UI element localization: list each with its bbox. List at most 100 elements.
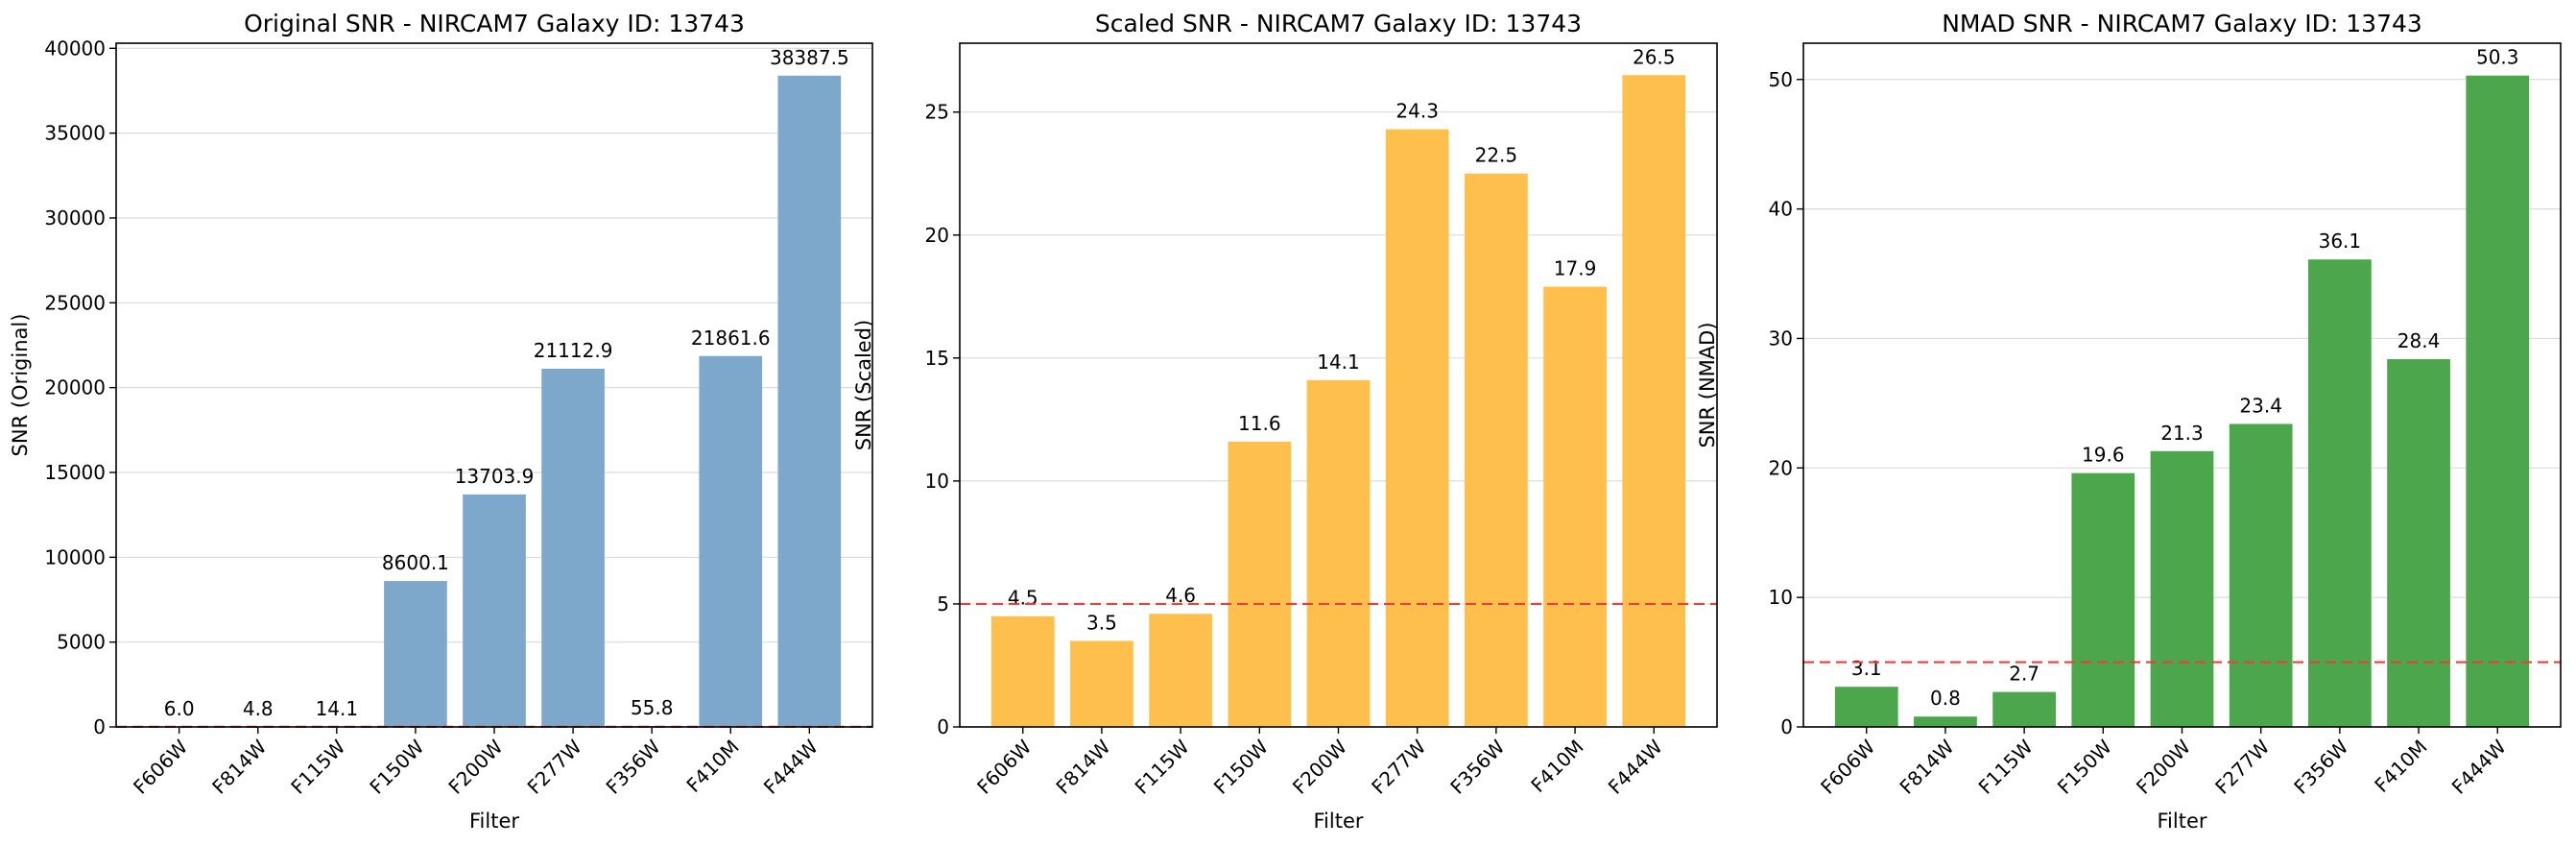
x-tick-label: F277W xyxy=(1367,735,1430,798)
bar-f444w xyxy=(2466,75,2530,728)
x-axis-label: Filter xyxy=(2157,810,2206,833)
x-tick-label: F115W xyxy=(1131,735,1194,798)
y-tick-label: 20 xyxy=(925,224,949,247)
bar-value-label: 3.5 xyxy=(1086,611,1117,634)
x-tick-label: F444W xyxy=(2447,735,2511,798)
bar-f410m xyxy=(699,355,763,727)
bar-value-label: 4.5 xyxy=(1008,587,1038,610)
bar-f277w xyxy=(541,368,605,727)
x-tick-label: F356W xyxy=(2289,735,2352,798)
bar-value-label: 4.8 xyxy=(243,697,274,720)
bar-value-label: 2.7 xyxy=(2009,663,2039,686)
bar-value-label: 13703.9 xyxy=(455,465,535,488)
bar-value-label: 21861.6 xyxy=(691,326,771,350)
chart-panel-2: 05101520254.5F606W3.5F814W4.6F115W11.6F1… xyxy=(852,10,1718,833)
bar-f814w xyxy=(1070,641,1133,727)
bar-f200w xyxy=(2150,450,2214,727)
bar-value-label: 50.3 xyxy=(2476,46,2519,69)
bar-value-label: 0.8 xyxy=(1930,687,1961,710)
x-tick-label: F410M xyxy=(681,736,743,797)
bar-value-label: 36.1 xyxy=(2319,230,2362,253)
x-tick-label: F200W xyxy=(1288,735,1351,798)
x-tick-label: F115W xyxy=(1974,735,2038,798)
y-axis-label: SNR (Original) xyxy=(9,314,32,457)
chart-panel-3: 0 10 20 30 40 50 3.1 F606W 0.8 F814W 2.7 F115W 19.6 F… xyxy=(1696,10,2562,833)
y-tick-label: 15 xyxy=(925,347,949,370)
x-tick-label: F200W xyxy=(2132,735,2195,798)
y-tick-label: 20 xyxy=(1769,456,1793,479)
plot-frame xyxy=(959,42,1718,728)
bar-value-label: 22.5 xyxy=(1475,144,1518,167)
bar-f356w xyxy=(1465,173,1528,727)
y-tick-label: 0 xyxy=(1780,715,1793,738)
y-tick-label: 10 xyxy=(925,470,949,493)
bar-value-label: 14.1 xyxy=(316,697,359,720)
plot-frame xyxy=(115,42,873,728)
x-tick-label: F115W xyxy=(286,735,349,798)
bar-f277w xyxy=(2229,423,2293,727)
y-tick-label: 50 xyxy=(1769,68,1793,91)
bar-f444w xyxy=(777,75,842,728)
bar-f277w xyxy=(1385,129,1449,728)
bar-f115w xyxy=(1992,691,2056,727)
y-tick-label: 0 xyxy=(937,715,949,738)
x-tick-label: F606W xyxy=(129,735,192,798)
y-tick-label: 5000 xyxy=(57,631,106,654)
y-tick-label: 15000 xyxy=(44,461,106,484)
bar-value-label: 6.0 xyxy=(164,697,195,720)
plot-frame xyxy=(1802,42,2562,728)
y-tick-label: 10 xyxy=(1769,586,1793,609)
x-tick-label: F277W xyxy=(523,735,586,798)
x-tick-label: F814W xyxy=(1051,735,1114,798)
chart-title: Original SNR - NIRCAM7 Galaxy ID: 13743 xyxy=(244,10,745,37)
bar-value-label: 3.1 xyxy=(1851,657,1882,680)
y-tick-label: 25 xyxy=(925,101,949,124)
bar-f150w xyxy=(2071,472,2135,727)
bar-value-label: 24.3 xyxy=(1395,100,1439,123)
x-tick-label: F444W xyxy=(1604,735,1667,798)
y-tick-label: 25000 xyxy=(44,291,106,314)
bar-value-label: 23.4 xyxy=(2239,394,2282,417)
y-tick-label: 35000 xyxy=(44,122,106,145)
y-tick-label: 30 xyxy=(1769,326,1793,350)
x-tick-label: F606W xyxy=(1816,735,1879,798)
bar-value-label: 38387.5 xyxy=(770,46,849,69)
bar-f606w xyxy=(1834,687,1898,727)
bar-f606w xyxy=(990,616,1055,727)
bar-f356w xyxy=(2308,259,2372,727)
y-tick-label: 0 xyxy=(93,715,106,738)
x-tick-label: F410M xyxy=(2370,736,2431,797)
x-tick-label: F277W xyxy=(2210,735,2274,798)
x-tick-label: F150W xyxy=(2053,735,2116,798)
y-axis-label: SNR (Scaled) xyxy=(852,320,875,451)
bar-value-label: 28.4 xyxy=(2397,329,2441,352)
bar-f410m xyxy=(1543,286,1607,727)
bar-value-label: 21112.9 xyxy=(534,339,613,362)
x-axis-label: Filter xyxy=(1313,810,1363,833)
bar-value-label: 11.6 xyxy=(1238,412,1281,435)
bar-value-label: 55.8 xyxy=(631,696,674,719)
bar-value-label: 19.6 xyxy=(2082,444,2125,467)
y-axis-label: SNR (NMAD) xyxy=(1696,322,1719,447)
x-tick-label: F410M xyxy=(1526,736,1587,797)
x-tick-label: F814W xyxy=(1895,735,1958,798)
bar-f200w xyxy=(1306,379,1371,727)
x-tick-label: F356W xyxy=(1445,735,1509,798)
bar-value-label: 26.5 xyxy=(1633,45,1676,68)
x-tick-label: F444W xyxy=(759,735,823,798)
bar-value-label: 14.1 xyxy=(1317,350,1360,374)
y-tick-label: 40000 xyxy=(44,36,106,60)
x-tick-label: F150W xyxy=(365,735,428,798)
bar-value-label: 8600.1 xyxy=(382,551,449,574)
x-tick-label: F356W xyxy=(602,735,665,798)
bar-f814w xyxy=(1914,716,1977,727)
bar-f200w xyxy=(463,494,526,727)
x-tick-label: F814W xyxy=(207,735,271,798)
x-tick-label: F200W xyxy=(443,735,507,798)
y-tick-label: 5 xyxy=(937,592,949,616)
bar-value-label: 17.9 xyxy=(1554,257,1597,280)
x-tick-label: F150W xyxy=(1209,735,1273,798)
chart-panel-1: 0 5000 10000 15000 20000 25000 30000 35000 40000… xyxy=(9,10,873,833)
bar-f444w xyxy=(1622,75,1686,727)
